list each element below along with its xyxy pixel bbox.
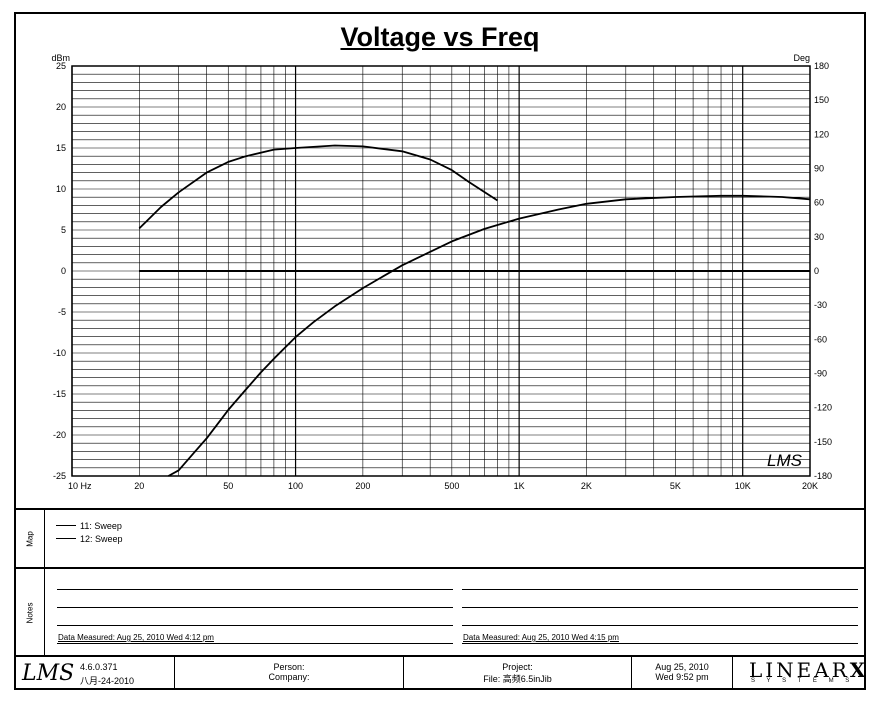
y2-tick-label: 120 [814, 129, 829, 139]
date-right: Aug 25, 2010 [655, 662, 709, 672]
brand-sub: S Y S T E M S [751, 678, 855, 684]
person-label: Person: [273, 662, 305, 672]
footer-date: 八月-24-2010 [80, 676, 135, 686]
y2-tick-label: -30 [814, 300, 827, 310]
x-tick-label: 20 [134, 481, 144, 491]
note-line [462, 643, 858, 644]
y-tick-label: -5 [58, 307, 66, 317]
y2-axis-label: Deg [793, 53, 810, 63]
x-tick-label: 2K [581, 481, 592, 491]
note-line [57, 607, 453, 608]
x-tick-label: 5K [670, 481, 681, 491]
divider [14, 508, 866, 510]
y-tick-label: -25 [53, 471, 66, 481]
divider [14, 655, 866, 657]
series-line-1 [138, 144, 498, 230]
file-name: File: 高频6.5inJib [483, 674, 552, 684]
x-tick-label: 50 [223, 481, 233, 491]
x-tick-label: 500 [444, 481, 459, 491]
note-line [57, 643, 453, 644]
time-right: Wed 9:52 pm [655, 672, 709, 682]
brand-text: LINEAR [749, 658, 850, 682]
map-label: Map [25, 530, 35, 547]
legend: 11: Sweep 12: Sweep [56, 519, 123, 545]
x-tick-label: 200 [355, 481, 370, 491]
y-tick-label: 5 [61, 225, 66, 235]
x-tick-label: 20K [802, 481, 818, 491]
note-line [462, 625, 858, 626]
x-tick-label: 100 [288, 481, 303, 491]
chart-title: Voltage vs Freq [340, 22, 540, 52]
series-line-2 [167, 194, 811, 477]
footer-project-cell: Project: File: 高频6.5inJib [404, 657, 632, 688]
linearx-logo: LINEARX S Y S T E M S [733, 657, 865, 688]
y2-tick-label: 150 [814, 95, 829, 105]
note-line [57, 625, 453, 626]
y2-tick-label: -120 [814, 403, 832, 413]
y-tick-label: 0 [61, 266, 66, 276]
x-tick-label: 10 Hz [68, 481, 92, 491]
notes-side: Notes [16, 569, 45, 656]
note-line [462, 607, 858, 608]
y2-tick-label: -150 [814, 437, 832, 447]
company-label: Company: [268, 672, 310, 682]
page-frame [14, 12, 866, 690]
y-tick-label: 25 [56, 61, 66, 71]
data-measured-left: Data Measured: Aug 25, 2010 Wed 4:12 pm [58, 633, 214, 642]
y-tick-label: 20 [56, 102, 66, 112]
footer-person-cell: Person: Company: [175, 657, 404, 688]
y2-tick-label: 60 [814, 198, 824, 208]
y-tick-label: 15 [56, 143, 66, 153]
notes-label: Notes [25, 602, 35, 623]
y2-tick-label: 180 [814, 61, 829, 71]
x-tick-label: 1K [514, 481, 525, 491]
brand-x: X [849, 658, 869, 682]
y2-tick-label: 0 [814, 266, 819, 276]
version: 4.6.0.371 [80, 662, 118, 672]
y-tick-label: -10 [53, 348, 66, 358]
footer-date-cell: Aug 25, 2010 Wed 9:52 pm [632, 657, 733, 688]
y2-tick-label: 90 [814, 164, 824, 174]
y-tick-label: -20 [53, 430, 66, 440]
data-measured-right: Data Measured: Aug 25, 2010 Wed 4:15 pm [463, 633, 619, 642]
divider [14, 567, 866, 569]
y2-tick-label: -60 [814, 334, 827, 344]
y-tick-label: 10 [56, 184, 66, 194]
note-line [57, 589, 453, 590]
y-axis-label: dBm [51, 53, 70, 63]
lms-logo: LMS [22, 661, 75, 686]
y2-tick-label: -90 [814, 369, 827, 379]
project-label: Project: [502, 662, 533, 672]
map-side: Map [16, 510, 45, 567]
legend-item: 11: Sweep [56, 519, 123, 532]
x-tick-label: 10K [735, 481, 751, 491]
y-tick-label: -15 [53, 389, 66, 399]
y2-tick-label: -180 [814, 471, 832, 481]
chart: -25 -20 -15 -10 -5 0 5 10 15 20 25 -180 -150 -120 -90 -… [51, 53, 832, 491]
note-line [462, 589, 858, 590]
legend-item: 12: Sweep [56, 532, 123, 545]
y2-tick-label: 30 [814, 232, 824, 242]
footer: LMS 4.6.0.371 八月-24-2010 Person: Company… [16, 657, 865, 688]
footer-version-cell: LMS 4.6.0.371 八月-24-2010 [16, 657, 175, 688]
lms-watermark: LMS [767, 451, 803, 470]
